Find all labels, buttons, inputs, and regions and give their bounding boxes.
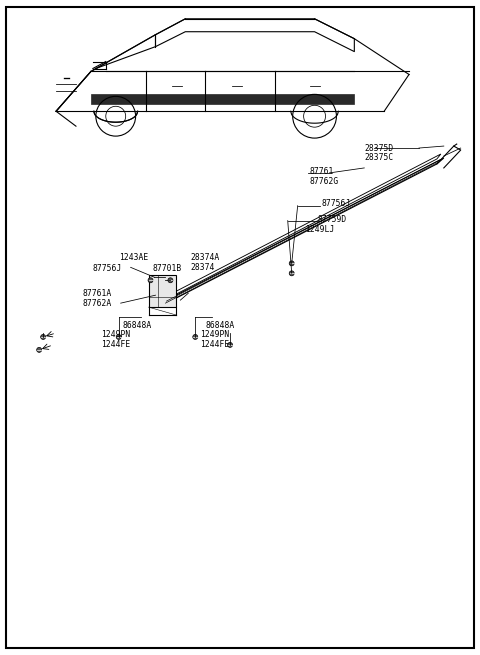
Circle shape bbox=[41, 335, 46, 339]
Text: 1249PN: 1249PN bbox=[200, 331, 229, 339]
Text: 87759D: 87759D bbox=[318, 215, 347, 224]
Circle shape bbox=[289, 271, 294, 276]
Text: 87761: 87761 bbox=[310, 168, 334, 176]
Text: 87701B: 87701B bbox=[153, 264, 182, 273]
Text: 86848A: 86848A bbox=[205, 320, 234, 329]
Text: 87756J: 87756J bbox=[322, 199, 351, 208]
Text: 87756J: 87756J bbox=[93, 264, 122, 273]
Text: 1244FE: 1244FE bbox=[200, 341, 229, 349]
Circle shape bbox=[36, 347, 42, 352]
Text: 28374A: 28374A bbox=[190, 253, 219, 262]
Circle shape bbox=[289, 261, 294, 266]
Circle shape bbox=[148, 278, 153, 283]
Text: 28375C: 28375C bbox=[364, 153, 394, 162]
Polygon shape bbox=[91, 94, 354, 104]
Circle shape bbox=[116, 335, 121, 339]
Text: 1243AE: 1243AE bbox=[119, 253, 148, 262]
Text: 1244FE: 1244FE bbox=[101, 341, 130, 349]
Circle shape bbox=[168, 278, 173, 283]
Circle shape bbox=[228, 343, 232, 347]
Polygon shape bbox=[148, 275, 176, 307]
Text: 87762G: 87762G bbox=[310, 178, 339, 187]
Text: 87762A: 87762A bbox=[83, 299, 112, 308]
Text: 86848A: 86848A bbox=[123, 320, 152, 329]
Circle shape bbox=[193, 335, 198, 339]
Text: 28375D: 28375D bbox=[364, 143, 394, 153]
Text: 1249LJ: 1249LJ bbox=[305, 225, 334, 234]
Text: 87761A: 87761A bbox=[83, 289, 112, 298]
Text: 1249PN: 1249PN bbox=[101, 331, 130, 339]
Text: 28374: 28374 bbox=[190, 263, 215, 272]
